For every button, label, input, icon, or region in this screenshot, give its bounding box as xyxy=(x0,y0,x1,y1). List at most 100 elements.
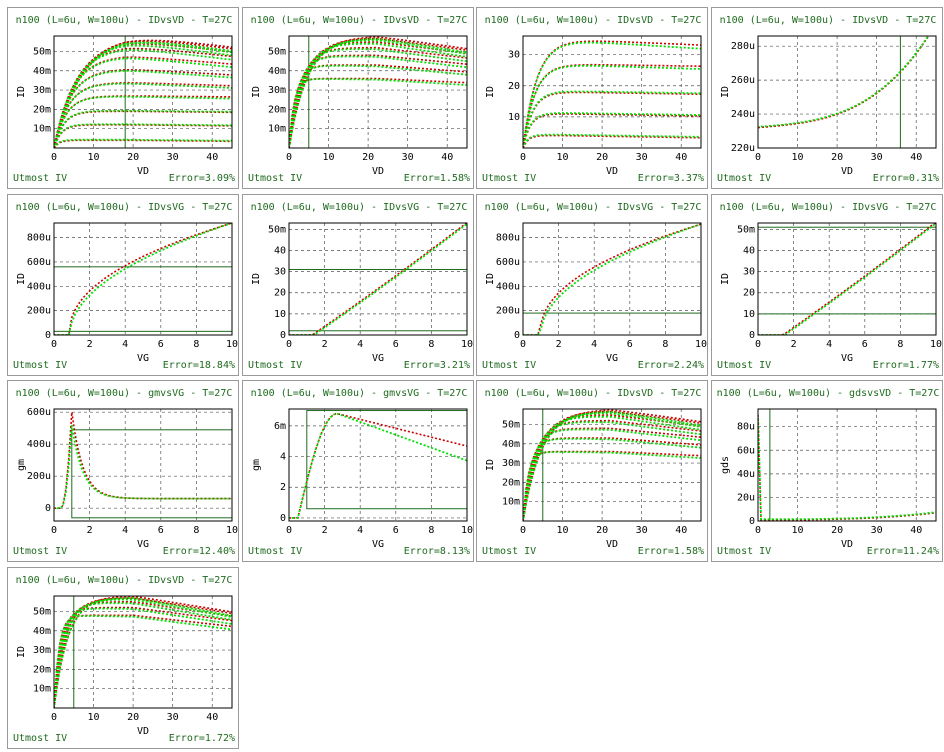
chart-svg: n100 (L=6u, W=100u) - IDvsVG - T=27C 0 2 4 6… xyxy=(13,202,238,371)
curve-group xyxy=(288,36,467,148)
y-tick-label: 20 xyxy=(742,287,754,298)
x-tick-label: 20 xyxy=(362,152,374,163)
measured-curve xyxy=(523,428,701,521)
x-tick-label: 20 xyxy=(831,525,843,536)
measured-curve xyxy=(54,82,232,148)
x-tick-label: 10 xyxy=(695,339,707,350)
x-tick-label: 10 xyxy=(322,152,334,163)
curve-group xyxy=(54,595,232,708)
x-tick-label: 10 xyxy=(557,525,569,536)
x-tick-label: 0 xyxy=(754,339,760,350)
fit-window-frame xyxy=(305,410,467,510)
measured-curve xyxy=(288,37,467,148)
y-tick-label: 10m xyxy=(33,124,51,135)
y-tick-label: 30m xyxy=(267,85,285,96)
footer-tool-name: Utmost IV xyxy=(248,360,302,371)
measured-curve xyxy=(523,90,701,148)
plot-area xyxy=(522,408,702,522)
x-tick-label: 4 xyxy=(357,339,363,350)
curve-group xyxy=(54,412,232,510)
x-tick-label: 40 xyxy=(206,152,218,163)
measured-curve xyxy=(54,596,232,708)
footer-error: Error=12.40% xyxy=(163,546,235,557)
chart-panel: n100 (L=6u, W=100u) - IDvsVG - T=27C 0 2 4 6… xyxy=(476,193,708,376)
curve-group xyxy=(757,414,936,521)
y-tick-label: 400u xyxy=(496,281,520,292)
x-tick-label: 10 xyxy=(226,339,238,350)
measured-curve xyxy=(54,42,232,148)
chart-panel: n100 (L=6u, W=100u) - IDvsVG - T=27C 0 2 4 6… xyxy=(710,193,943,376)
curve-group xyxy=(523,409,701,521)
x-tick-label: 0 xyxy=(51,152,57,163)
y-tick-label: 0 xyxy=(45,330,51,341)
fit-window-frame xyxy=(768,408,936,522)
simulated-curve xyxy=(523,410,701,521)
chart-title: n100 (L=6u, W=100u) - gmvsVG - T=27C xyxy=(250,388,467,399)
y-tick-label: 10 xyxy=(742,308,754,319)
chart-panel: n100 (L=6u, W=100u) - IDvsVG - T=27C 0 2 4 6… xyxy=(7,193,239,376)
x-tick-label: 8 xyxy=(428,525,434,536)
y-tick-label: 800u xyxy=(496,232,520,243)
measured-curve xyxy=(288,78,467,148)
simulated-curve xyxy=(54,600,232,708)
fit-window-frame xyxy=(71,429,233,519)
y-tick-label: 20 xyxy=(508,81,520,92)
plot-area xyxy=(53,222,233,335)
measured-curve xyxy=(523,410,701,521)
y-tick-label: 200u xyxy=(27,305,51,316)
x-tick-label: 2 xyxy=(790,339,796,350)
x-axis-label: VG xyxy=(840,353,852,364)
footer-tool-name: Utmost IV xyxy=(13,360,67,371)
x-tick-label: 0 xyxy=(520,525,526,536)
simulated-curve xyxy=(523,222,701,335)
plot-area xyxy=(53,408,233,522)
chart-title: n100 (L=6u, W=100u) - IDvsVD - T=27C xyxy=(16,15,233,26)
x-tick-label: 4 xyxy=(122,339,128,350)
y-tick-label: 40u xyxy=(736,469,754,480)
chart-svg: n100 (L=6u, W=100u) - IDvsVD - T=27C 0 10 2… xyxy=(248,15,470,184)
x-tick-label: 10 xyxy=(557,152,569,163)
measured-curve xyxy=(523,64,701,148)
y-tick-label: 600u xyxy=(496,256,520,267)
footer-tool-name: Utmost IV xyxy=(248,546,302,557)
curve-group xyxy=(54,222,232,335)
x-tick-label: 4 xyxy=(357,525,363,536)
x-axis-label: VD xyxy=(371,166,383,177)
x-tick-label: 30 xyxy=(870,152,882,163)
x-tick-label: 6 xyxy=(861,339,867,350)
y-tick-label: 260u xyxy=(730,75,754,86)
x-tick-label: 0 xyxy=(51,712,57,723)
y-tick-label: 40m xyxy=(502,439,520,450)
plot-area xyxy=(522,35,702,149)
y-tick-label: 0 xyxy=(45,503,51,514)
x-tick-label: 8 xyxy=(428,339,434,350)
y-tick-label: 50m xyxy=(33,46,51,57)
y-tick-label: 30 xyxy=(273,266,285,277)
chart-title: n100 (L=6u, W=100u) - IDvsVD - T=27C xyxy=(485,388,702,399)
chart-title: n100 (L=6u, W=100u) - IDvsVG - T=27C xyxy=(485,202,702,213)
simulated-curve xyxy=(523,40,701,148)
simulated-curve xyxy=(523,63,701,148)
y-axis-label: ID xyxy=(16,645,27,657)
y-tick-label: 10m xyxy=(33,683,51,694)
x-tick-label: 8 xyxy=(193,525,199,536)
x-tick-label: 8 xyxy=(662,339,668,350)
chart-svg: n100 (L=6u, W=100u) - IDvsVD - T=27C 0 10 2… xyxy=(13,15,235,184)
footer-error: Error=8.13% xyxy=(403,546,469,557)
footer-tool-name: Utmost IV xyxy=(482,546,536,557)
measured-curve xyxy=(523,415,701,521)
plot-area xyxy=(288,408,467,522)
y-tick-label: 200u xyxy=(27,471,51,482)
fit-window-frame xyxy=(757,226,936,314)
fit-window-frame xyxy=(53,265,233,332)
y-tick-label: 10 xyxy=(508,112,520,123)
simulated-curve xyxy=(288,222,467,335)
simulated-curve xyxy=(288,64,467,148)
y-axis-label: ID xyxy=(251,272,262,284)
plot-area xyxy=(757,408,936,522)
measured-curve xyxy=(523,41,701,148)
x-tick-label: 6 xyxy=(158,525,164,536)
simulated-curve xyxy=(54,613,232,708)
chart-title: n100 (L=6u, W=100u) - IDvsVD - T=27C xyxy=(485,15,702,26)
y-tick-label: 2 xyxy=(279,482,285,493)
